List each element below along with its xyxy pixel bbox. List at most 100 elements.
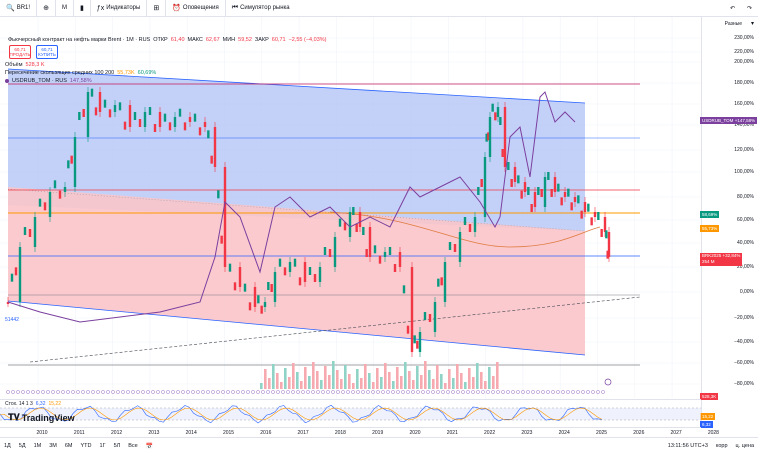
chart-type-button[interactable]: ▮ xyxy=(74,0,91,17)
chart-legend: Фьючерсный контракт на нефть марки Brent… xyxy=(5,36,326,85)
layouts-button[interactable]: ⊞ xyxy=(147,0,167,17)
ma-legend-row[interactable]: Пересечение скользящих средних 100 200 5… xyxy=(5,69,305,77)
stochastic-pane[interactable]: Стох. 14 1 3 6,32 15,22 xyxy=(0,399,701,427)
volume-bar xyxy=(300,381,303,389)
volume-bar xyxy=(324,366,327,389)
interval-button[interactable]: M xyxy=(56,0,74,17)
event-dot xyxy=(526,390,530,394)
indicators-label: Индикаторы xyxy=(106,5,141,11)
indicators-button[interactable]: ƒx Индикаторы xyxy=(91,0,148,17)
event-dot xyxy=(461,390,465,394)
volume-legend-row[interactable]: Объём 528,3 K xyxy=(5,61,305,69)
time-axis-label: 2022 xyxy=(484,430,496,436)
candle xyxy=(494,112,497,121)
time-axis-label: 2010 xyxy=(36,430,48,436)
sell-label: ПРОДАТЬ xyxy=(9,52,31,57)
timeframe-button[interactable]: 3М xyxy=(49,443,57,449)
candle xyxy=(520,190,523,199)
volume-bar xyxy=(260,383,263,389)
timeframe-button[interactable]: 5Л xyxy=(113,443,121,449)
candle xyxy=(43,202,47,211)
candle xyxy=(468,224,472,232)
green-price-tag: 58,69% xyxy=(700,211,720,218)
scale-dropdown-icon[interactable]: ▾ xyxy=(750,21,754,27)
undo-icon: ↶ xyxy=(729,5,735,12)
time-axis-label: 2021 xyxy=(446,430,458,436)
price-scale-label: 60,00% xyxy=(737,217,754,223)
candle xyxy=(373,245,377,254)
volume-bar xyxy=(400,376,403,389)
sell-button[interactable]: 60,71 ПРОДАТЬ xyxy=(9,45,31,59)
undo-button[interactable]: ↶ xyxy=(724,0,741,17)
buy-button[interactable]: 60,71 КУПИТЬ xyxy=(36,45,58,59)
timeframe-button[interactable]: 5Д xyxy=(18,443,26,449)
open-value: 61,40 xyxy=(170,37,185,43)
adjust-label[interactable]: корр xyxy=(715,443,728,449)
volume-bar xyxy=(460,373,463,389)
event-dot xyxy=(36,390,40,394)
candle xyxy=(463,217,467,225)
compare-value: 147,58% xyxy=(69,78,92,84)
usdrub-tag-label: USDRUB_TOM xyxy=(702,118,734,123)
timeframe-button[interactable]: 1Г xyxy=(99,443,106,449)
time-axis-label: 2015 xyxy=(222,430,235,436)
candle xyxy=(103,99,107,108)
volume-bar xyxy=(496,362,499,389)
candle xyxy=(362,227,365,235)
symbol-search-button[interactable]: 🔍 BR1! xyxy=(0,0,38,17)
event-dot xyxy=(166,390,170,394)
candle xyxy=(248,302,252,311)
event-dot xyxy=(516,390,520,394)
timeframe-button[interactable]: 1М xyxy=(33,443,42,449)
price-scale[interactable]: Разные ▾ 230,00% 220,00% 200,00% 180,00% 160… xyxy=(700,17,758,428)
event-dot xyxy=(121,390,125,394)
event-dot xyxy=(91,390,95,394)
event-dot xyxy=(551,390,555,394)
time-axis-label: 2012 xyxy=(111,430,123,436)
candle xyxy=(178,108,182,117)
time-axis[interactable]: 2010 2011 2012 2013 2014 2015 2016 2017 2018 2019… xyxy=(0,427,719,437)
timeframe-button[interactable]: Все xyxy=(128,443,138,449)
event-dot xyxy=(421,390,425,394)
replay-button[interactable]: ⏮ Симулятор рынка xyxy=(226,0,296,17)
volume-bar xyxy=(384,363,387,389)
candle xyxy=(550,189,553,197)
event-dot xyxy=(256,390,260,394)
event-dot xyxy=(411,390,415,394)
volume-bar xyxy=(304,367,307,389)
event-dot xyxy=(601,390,605,394)
candle xyxy=(183,122,187,131)
compare-legend-row[interactable]: USDRUB_TOM · RUS 147,58% xyxy=(5,77,305,85)
volume-bar xyxy=(440,374,443,389)
add-symbol-button[interactable]: ⊕ xyxy=(37,0,56,17)
time-axis-label: 2027 xyxy=(670,430,682,436)
event-dot xyxy=(591,390,595,394)
event-dot xyxy=(496,390,500,394)
main-chart[interactable]: 51442 Фьючерсный контракт на нефть марки… xyxy=(0,17,701,398)
candle xyxy=(547,172,550,180)
event-dot xyxy=(51,390,55,394)
redo-button[interactable]: ↷ xyxy=(741,0,758,17)
event-dot xyxy=(571,390,575,394)
volume-bar xyxy=(432,379,435,389)
event-dot xyxy=(511,390,515,394)
timeframe-button[interactable]: YTD xyxy=(80,443,92,449)
top-toolbar: 🔍 BR1! ⊕ M ▮ ƒx Индикаторы ⊞ ⏰ Оповещени… xyxy=(0,0,758,17)
calendar-icon[interactable]: 📅 xyxy=(145,443,154,450)
candle xyxy=(485,133,488,142)
events-marker-icon[interactable] xyxy=(604,378,612,386)
timeframe-button[interactable]: 1Д xyxy=(4,443,11,449)
clock-label[interactable]: 13:11:56 UTC+3 xyxy=(667,443,708,449)
stoch-legend[interactable]: Стох. 14 1 3 6,32 15,22 xyxy=(5,401,61,407)
alerts-button[interactable]: ⏰ Оповещения xyxy=(166,0,226,17)
buy-label: КУПИТЬ xyxy=(38,52,56,57)
price-type-label[interactable]: ц. цена xyxy=(735,443,754,449)
timeframe-button[interactable]: 6М xyxy=(64,443,73,449)
scale-mode-label[interactable]: Разные xyxy=(724,21,742,27)
time-axis-label: 2013 xyxy=(148,430,160,436)
stochastic-canvas[interactable] xyxy=(0,400,701,427)
volume-price-tag: 528,3K xyxy=(700,393,719,400)
chart-canvas[interactable]: 51442 xyxy=(0,17,701,398)
symbol-legend-row[interactable]: Фьючерсный контракт на нефть марки Brent… xyxy=(5,36,326,44)
tradingview-logo[interactable]: 𝐓𝐕 TradingView xyxy=(8,412,75,423)
